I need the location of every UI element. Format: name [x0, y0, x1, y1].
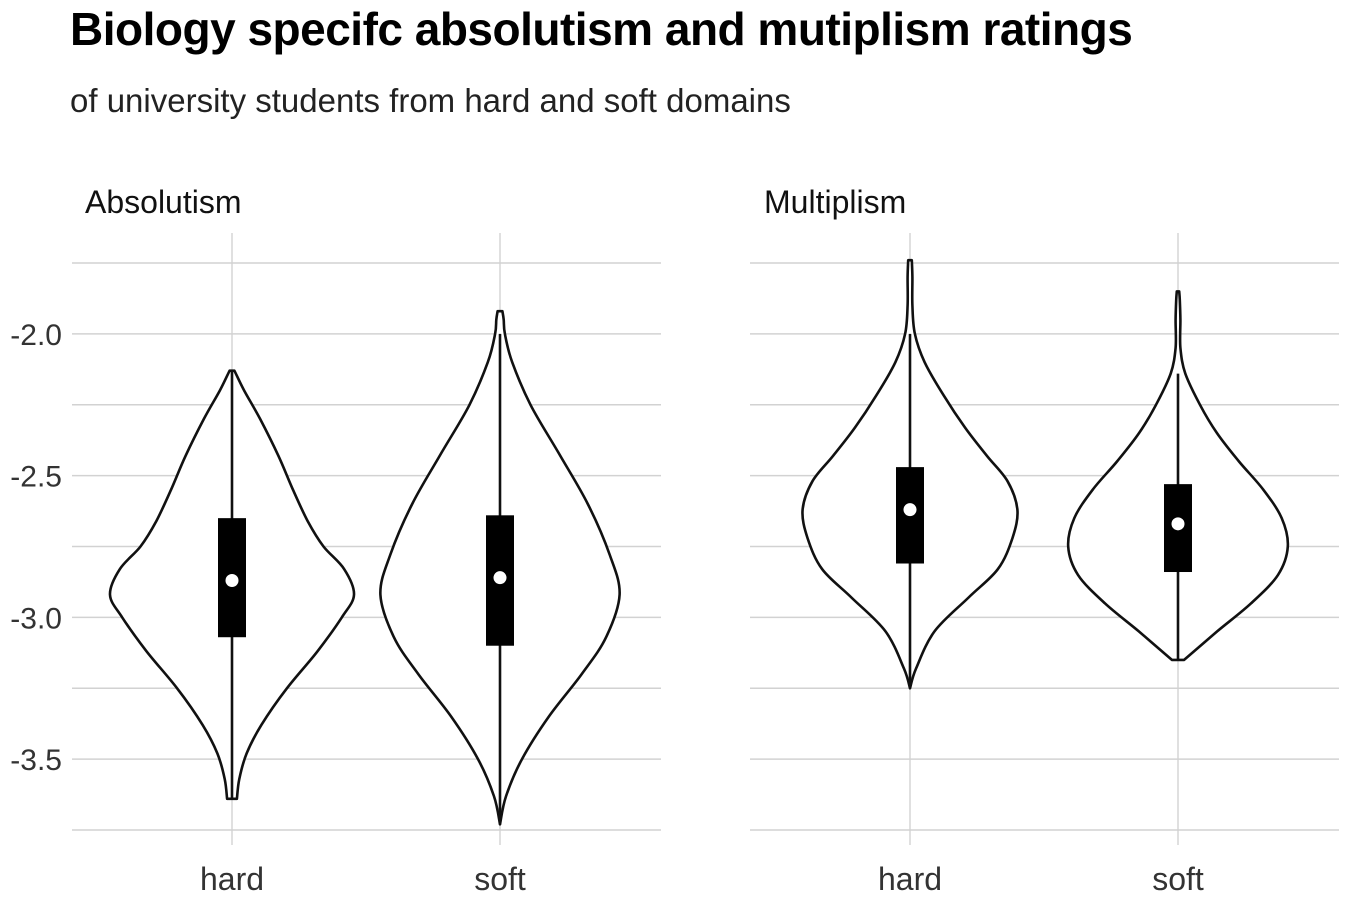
chart-subtitle: of university students from hard and sof…: [70, 82, 791, 119]
y-tick-label: -2.5: [10, 461, 62, 494]
panel-absolutism: Absolutism hard soft: [72, 184, 661, 897]
panel-title-multiplism: Multiplism: [764, 184, 906, 220]
y-tick-label: -3.0: [10, 602, 62, 635]
violin-hard: [801, 258, 1019, 690]
violin-hard: [108, 369, 356, 801]
median-point: [1171, 517, 1185, 531]
y-tick-label: -3.5: [10, 744, 62, 777]
x-tick-label: soft: [474, 861, 526, 897]
y-axis: -2.0 -2.5 -3.0 -3.5: [10, 319, 62, 777]
violin-soft: [379, 309, 621, 826]
x-tick-label: soft: [1152, 861, 1204, 897]
median-point: [903, 503, 917, 517]
panel-title-absolutism: Absolutism: [85, 184, 242, 220]
violin-soft: [1066, 290, 1290, 662]
panel-multiplism: Multiplism hard soft: [750, 184, 1339, 897]
x-tick-label: hard: [200, 861, 264, 897]
y-tick-label: -2.0: [10, 319, 62, 352]
median-point: [493, 571, 507, 585]
median-point: [225, 574, 239, 588]
x-tick-label: hard: [878, 861, 942, 897]
chart-title: Biology specifc absolutism and mutiplism…: [70, 3, 1133, 55]
